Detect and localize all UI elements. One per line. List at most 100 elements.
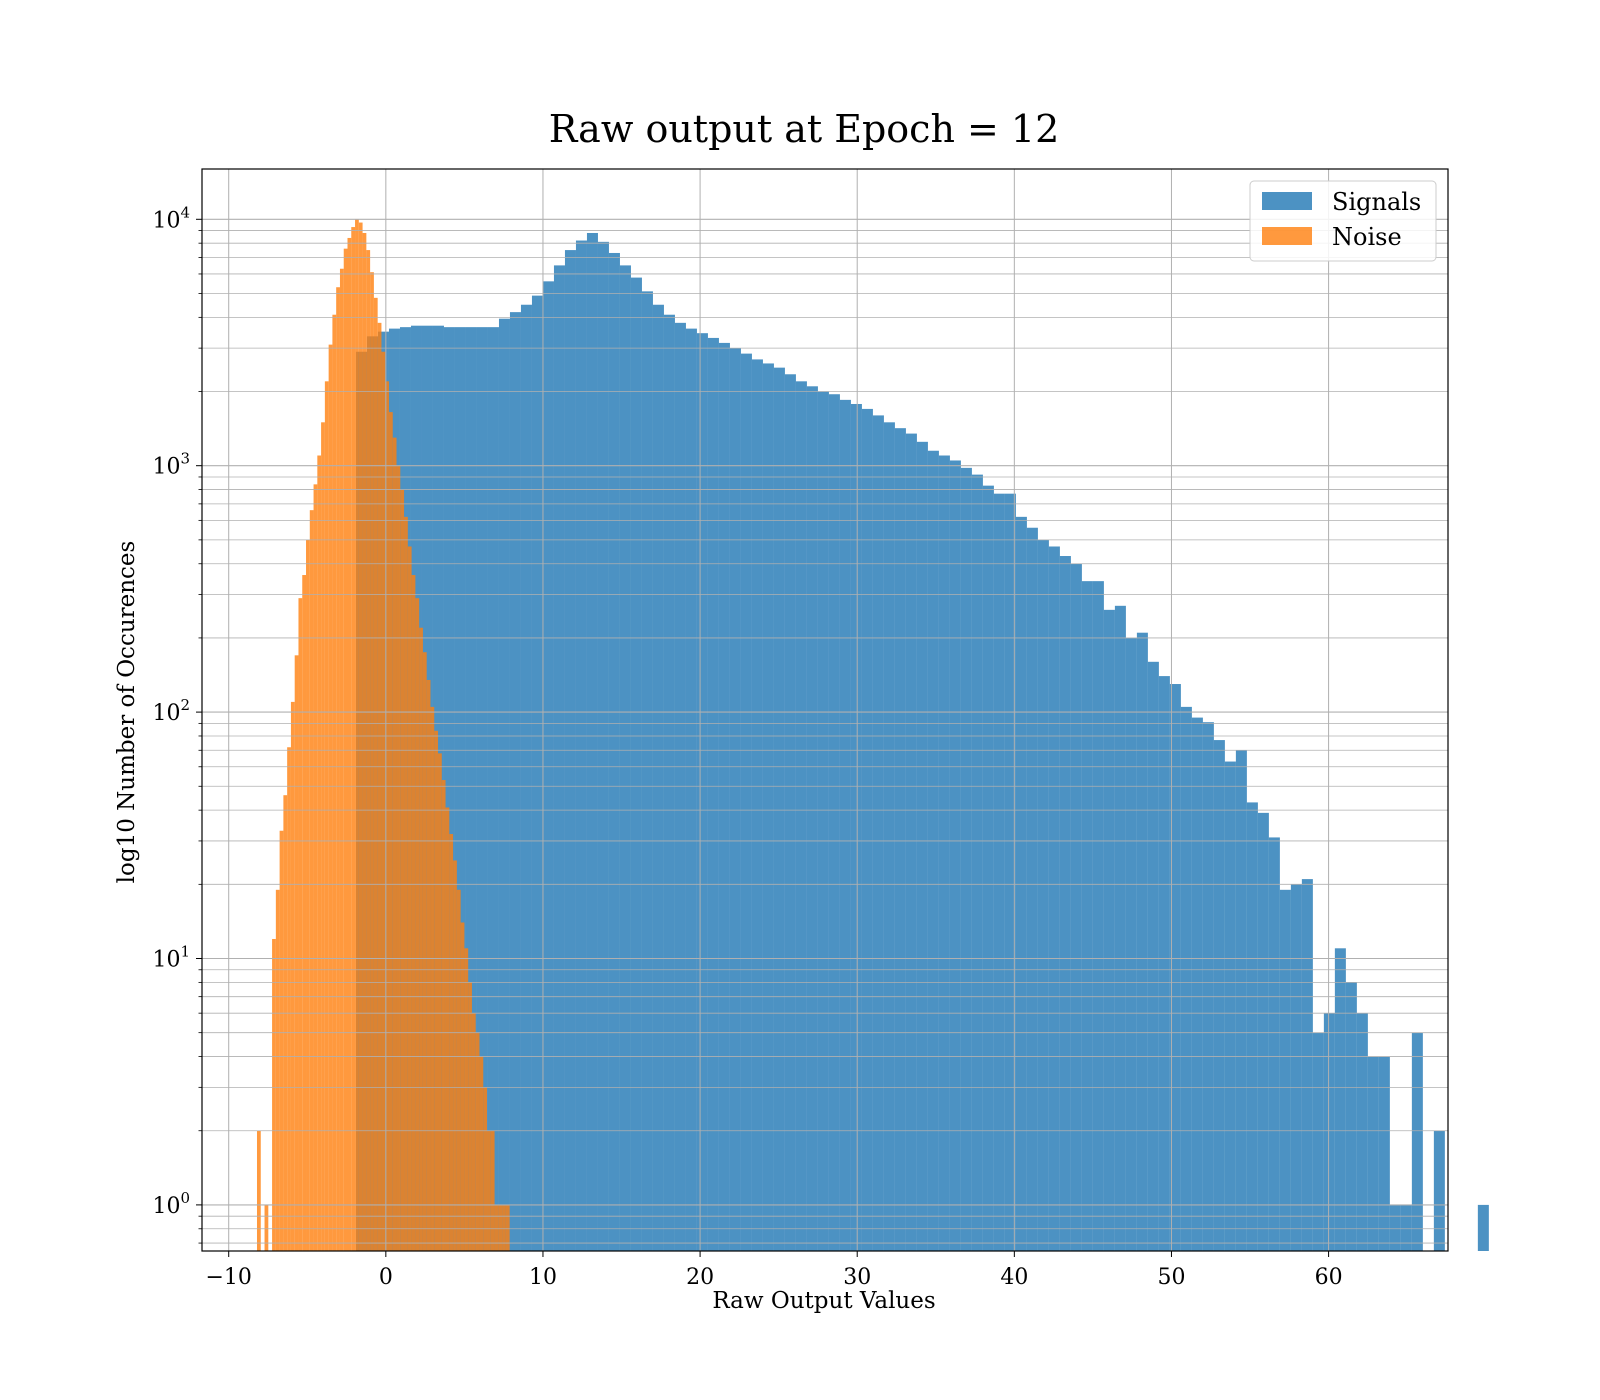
histogram-bar-signals: [1004, 493, 1016, 1251]
histogram-bar-noise: [317, 455, 322, 1251]
x-tick-label: 40: [1000, 1265, 1028, 1290]
histogram-bar-signals: [927, 450, 939, 1251]
histogram-bar-noise: [362, 232, 367, 1252]
histogram-bar-signals: [465, 327, 477, 1251]
histogram-bar-signals: [1433, 1130, 1445, 1251]
histogram-bar-signals: [1268, 837, 1280, 1251]
histogram-bar-signals: [1158, 676, 1170, 1251]
y-tick-label: 102: [152, 696, 190, 726]
histogram-bar-signals: [1224, 761, 1236, 1251]
histogram-bar-noise: [309, 510, 314, 1251]
x-tick-label: 50: [1157, 1265, 1185, 1290]
histogram-bar-noise: [324, 381, 329, 1251]
histogram-bar-signals: [784, 374, 796, 1251]
histogram-bar-noise: [370, 272, 374, 1251]
histogram-bar-signals: [718, 342, 730, 1251]
histogram-bar-noise: [411, 575, 416, 1251]
histogram-bar-signals: [740, 353, 752, 1251]
histogram-bar-noise: [351, 227, 356, 1251]
histogram-bar-signals: [1026, 527, 1038, 1251]
x-ticks: −10 0 10 20 30 40 50 60: [205, 1251, 1343, 1290]
y-axis-label: log10 Number of Occurences: [114, 541, 140, 884]
legend: Signals Noise: [1249, 180, 1437, 262]
histogram-bar-signals: [872, 415, 884, 1251]
histogram-bar-noise: [468, 982, 472, 1251]
histogram-bar-noise: [434, 730, 438, 1251]
histogram-bar-noise: [256, 1130, 261, 1251]
histogram-bar-signals: [1477, 1204, 1489, 1251]
histogram-bar-signals: [795, 381, 807, 1251]
histogram-bar-signals: [938, 455, 950, 1251]
histogram-bar-noise: [479, 1056, 484, 1251]
histogram-bar-signals: [1070, 563, 1082, 1251]
histogram-bar-signals: [696, 333, 708, 1251]
histogram-bar-noise: [328, 344, 333, 1251]
histogram-bar-signals: [652, 304, 664, 1251]
histogram-bar-noise: [283, 795, 288, 1251]
histogram-bar-noise: [505, 1204, 510, 1251]
histogram-bar-signals: [608, 252, 620, 1252]
histogram-bar-signals: [1125, 637, 1137, 1251]
histogram-bar-signals: [993, 493, 1005, 1251]
histogram-bar-signals: [476, 327, 488, 1251]
histogram-bar-signals: [674, 322, 686, 1252]
histogram-bar-noise: [456, 889, 461, 1251]
histogram-bar-signals: [1081, 581, 1093, 1251]
histogram-bar-noise: [407, 546, 412, 1251]
histogram-bar-noise: [490, 1130, 495, 1251]
histogram-bar-signals: [1169, 684, 1181, 1251]
histogram-bar-noise: [358, 222, 363, 1251]
histogram-bar-signals: [553, 265, 565, 1251]
histogram-bar-noise: [487, 1130, 491, 1251]
histogram-bar-noise: [336, 287, 340, 1252]
histogram-bar-signals: [1378, 1056, 1390, 1251]
histogram-bar-noise: [381, 351, 386, 1251]
histogram-bar-signals: [619, 265, 631, 1251]
legend-swatch-signals: [1262, 192, 1312, 210]
histogram-bar-signals: [1213, 740, 1225, 1251]
histogram-bar-signals: [839, 399, 851, 1251]
histogram-bar-signals: [1279, 889, 1291, 1251]
histogram-bar-signals: [751, 359, 763, 1251]
y-tick-label: 103: [152, 450, 190, 480]
histogram-bar-signals: [1246, 802, 1258, 1251]
x-tick-label: 10: [529, 1265, 557, 1290]
y-ticks: 100 101 102 103 104: [152, 203, 202, 1244]
legend-label-signals: Signals: [1332, 188, 1421, 216]
histogram-bar-noise: [415, 598, 420, 1251]
histogram-bar-signals: [729, 348, 741, 1251]
histogram-bar-noise: [483, 1087, 488, 1251]
histogram-bar-signals: [575, 240, 587, 1251]
histogram-bar-signals: [949, 460, 961, 1252]
x-tick-label: 30: [843, 1265, 871, 1290]
plot-frame: [201, 168, 1449, 1252]
histogram-bar-noise: [441, 780, 446, 1251]
histogram-bar-noise: [347, 237, 352, 1251]
histogram-bar-signals: [1015, 516, 1027, 1251]
histogram-bar-noise: [377, 322, 382, 1252]
histogram-bar-signals: [498, 318, 510, 1251]
histogram-bar-signals: [1389, 1204, 1401, 1251]
histogram-bar-noise: [449, 834, 454, 1251]
histogram-bar-signals: [1400, 1204, 1412, 1251]
histogram-bar-signals: [1334, 948, 1346, 1251]
bars-layer: [256, 219, 1489, 1252]
y-tick-label: 104: [152, 203, 190, 233]
histogram-bar-signals: [586, 232, 598, 1252]
histogram-bar-noise: [464, 948, 469, 1251]
histogram-bar-noise: [502, 1204, 506, 1251]
histogram-bar-signals: [685, 328, 697, 1251]
histogram-bar-noise: [430, 706, 435, 1251]
histogram-bar-signals: [1411, 1032, 1423, 1251]
histogram-bar-signals: [1356, 1013, 1368, 1251]
histogram-bar-signals: [850, 403, 862, 1251]
histogram-bar-signals: [1180, 706, 1192, 1251]
histogram-bar-signals: [971, 474, 983, 1251]
histogram-bar-signals: [773, 367, 785, 1251]
histogram-bar-signals: [1301, 879, 1313, 1251]
histogram-bar-noise: [302, 575, 307, 1251]
x-tick-label: −10: [205, 1265, 251, 1290]
histogram-bar-signals: [1345, 982, 1357, 1251]
histogram-bar-signals: [1257, 812, 1269, 1251]
